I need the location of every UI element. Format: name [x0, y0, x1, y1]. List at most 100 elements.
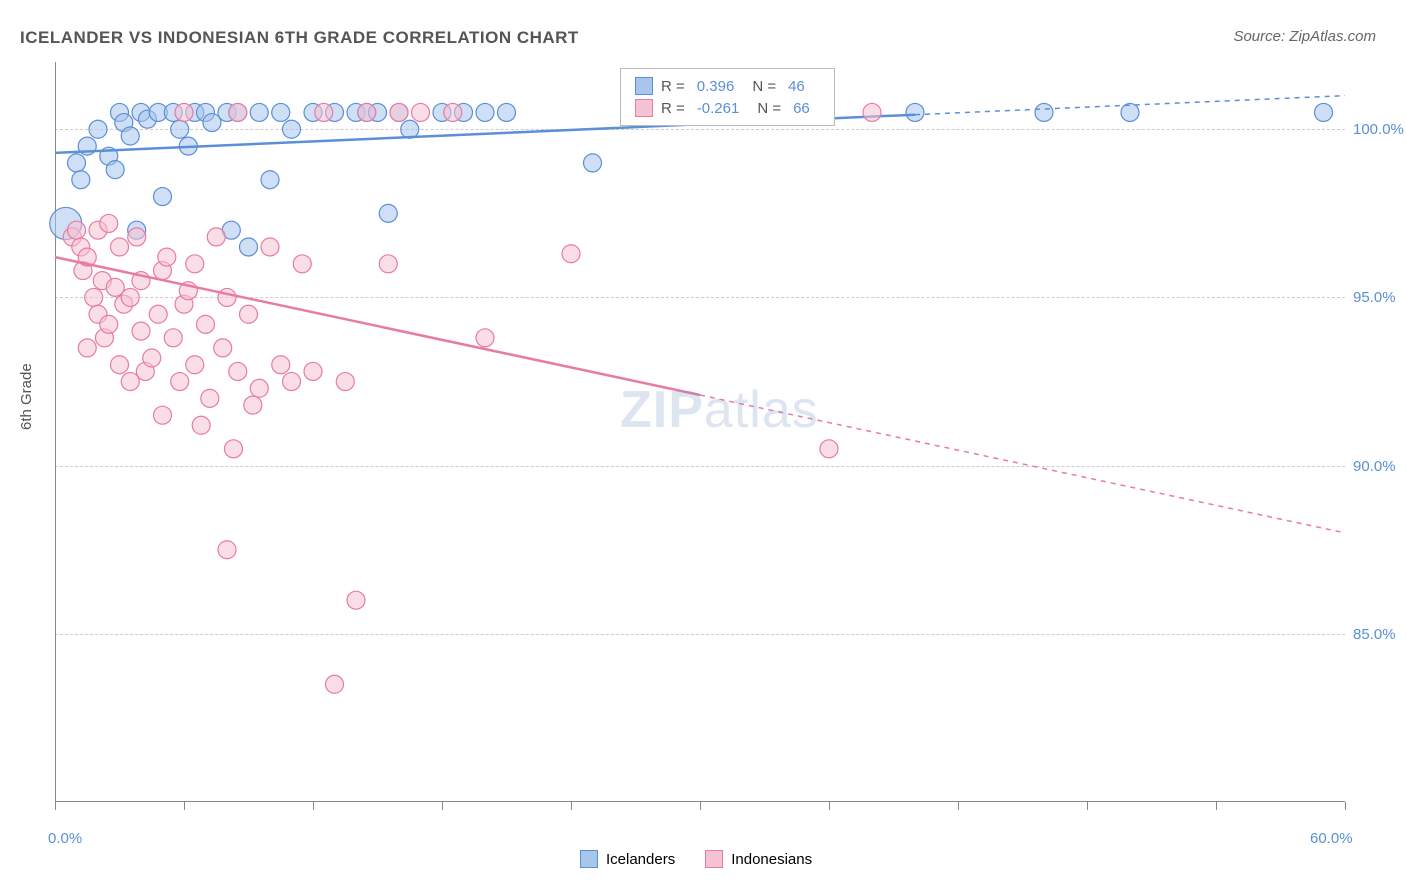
scatter-point — [132, 322, 150, 340]
scatter-point — [379, 204, 397, 222]
y-tick-label: 100.0% — [1353, 121, 1404, 138]
scatter-point — [207, 228, 225, 246]
scatter-point — [444, 103, 462, 121]
x-tick-mark — [571, 802, 572, 810]
scatter-point — [240, 305, 258, 323]
scatter-point — [315, 103, 333, 121]
scatter-point — [272, 103, 290, 121]
correlation-legend: R = 0.396 N = 46 R = -0.261 N = 66 — [620, 68, 835, 126]
scatter-point — [244, 396, 262, 414]
scatter-point — [171, 373, 189, 391]
chart-title: ICELANDER VS INDONESIAN 6TH GRADE CORREL… — [20, 28, 579, 48]
scatter-point — [224, 440, 242, 458]
x-tick-mark — [1216, 802, 1217, 810]
x-tick-mark — [958, 802, 959, 810]
scatter-point — [283, 373, 301, 391]
scatter-point — [121, 127, 139, 145]
scatter-point — [175, 103, 193, 121]
scatter-point — [158, 248, 176, 266]
scatter-point — [379, 255, 397, 273]
scatter-point — [186, 356, 204, 374]
scatter-point — [154, 406, 172, 424]
scatter-point — [304, 362, 322, 380]
scatter-point — [476, 329, 494, 347]
legend-r-label-1: R = — [661, 100, 685, 117]
scatter-point — [250, 379, 268, 397]
y-tick-label: 95.0% — [1353, 289, 1396, 306]
scatter-point — [261, 238, 279, 256]
legend-n-label-0: N = — [752, 78, 776, 95]
watermark-atlas: atlas — [704, 381, 819, 439]
scatter-point — [218, 288, 236, 306]
y-tick-label: 85.0% — [1353, 626, 1396, 643]
source-label: Source: ZipAtlas.com — [1233, 28, 1376, 45]
scatter-point — [820, 440, 838, 458]
scatter-point — [171, 120, 189, 138]
scatter-point — [1121, 103, 1139, 121]
scatter-point — [476, 103, 494, 121]
y-tick-label: 90.0% — [1353, 458, 1396, 475]
scatter-point — [197, 315, 215, 333]
scatter-point — [1315, 103, 1333, 121]
scatter-point — [229, 103, 247, 121]
watermark: ZIPatlas — [620, 380, 819, 440]
scatter-point — [906, 103, 924, 121]
bottom-swatch-icelanders — [580, 850, 598, 868]
scatter-point — [72, 171, 90, 189]
legend-n-value-1: 66 — [793, 100, 810, 117]
scatter-point — [562, 245, 580, 263]
scatter-point — [149, 305, 167, 323]
scatter-point — [85, 288, 103, 306]
scatter-point — [100, 315, 118, 333]
scatter-point — [214, 339, 232, 357]
legend-n-label-1: N = — [757, 100, 781, 117]
scatter-point — [201, 389, 219, 407]
scatter-point — [186, 255, 204, 273]
scatter-point — [164, 329, 182, 347]
legend-r-value-0: 0.396 — [697, 78, 735, 95]
scatter-point — [89, 120, 107, 138]
x-tick-mark — [829, 802, 830, 810]
scatter-point — [240, 238, 258, 256]
scatter-point — [358, 103, 376, 121]
legend-r-label-0: R = — [661, 78, 685, 95]
bottom-legend-indonesians: Indonesians — [705, 850, 812, 868]
legend-r-value-1: -0.261 — [697, 100, 740, 117]
scatter-point — [498, 103, 516, 121]
scatter-point — [863, 103, 881, 121]
scatter-point — [584, 154, 602, 172]
scatter-point — [326, 675, 344, 693]
x-tick-mark — [184, 802, 185, 810]
legend-swatch-icelanders — [635, 77, 653, 95]
scatter-point — [1035, 103, 1053, 121]
scatter-point — [100, 214, 118, 232]
y-axis-label: 6th Grade — [18, 363, 35, 430]
bottom-swatch-indonesians — [705, 850, 723, 868]
scatter-point — [390, 103, 408, 121]
scatter-point — [106, 161, 124, 179]
x-tick-label-max: 60.0% — [1310, 830, 1353, 847]
legend-row-indonesians: R = -0.261 N = 66 — [635, 97, 820, 119]
legend-n-value-0: 46 — [788, 78, 805, 95]
scatter-point — [250, 103, 268, 121]
scatter-point — [111, 238, 129, 256]
scatter-point — [154, 188, 172, 206]
scatter-point — [261, 171, 279, 189]
x-tick-label-min: 0.0% — [48, 830, 82, 847]
scatter-point — [283, 120, 301, 138]
bottom-legend-label-1: Indonesians — [731, 851, 812, 868]
scatter-point — [128, 228, 146, 246]
scatter-point — [347, 591, 365, 609]
scatter-point — [192, 416, 210, 434]
x-tick-mark — [1345, 802, 1346, 810]
x-tick-mark — [700, 802, 701, 810]
x-tick-mark — [442, 802, 443, 810]
x-tick-mark — [55, 802, 56, 810]
scatter-point — [68, 154, 86, 172]
watermark-zip: ZIP — [620, 381, 704, 439]
scatter-point — [412, 103, 430, 121]
scatter-point — [336, 373, 354, 391]
scatter-point — [218, 541, 236, 559]
legend-row-icelanders: R = 0.396 N = 46 — [635, 75, 820, 97]
scatter-point — [121, 288, 139, 306]
